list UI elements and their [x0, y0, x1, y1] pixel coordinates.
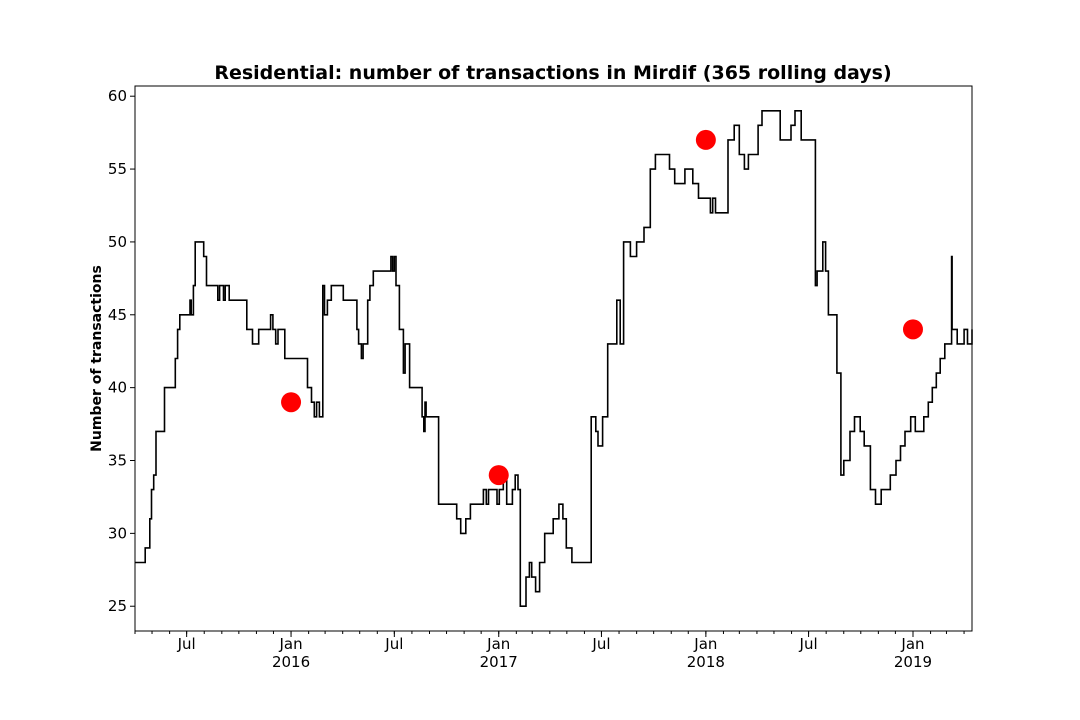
highlight-point	[281, 392, 302, 413]
x-tick-label: Jul	[591, 635, 610, 653]
x-tick-label: Jan	[278, 635, 302, 653]
y-tick-label: 35	[108, 452, 127, 470]
x-tick-label: Jul	[177, 635, 196, 653]
chart-title: Residential: number of transactions in M…	[214, 62, 891, 84]
x-tick-label: Jan	[900, 635, 924, 653]
highlight-point	[488, 465, 509, 486]
x-tick-label: Jan	[486, 635, 510, 653]
y-tick-label: 45	[108, 306, 127, 324]
x-tick-year-label: 2016	[272, 653, 310, 671]
highlight-point	[695, 129, 716, 150]
y-tick-label: 40	[108, 379, 127, 397]
series-line	[135, 110, 973, 607]
y-axis-label: Number of transactions	[89, 265, 105, 452]
plot-frame	[134, 85, 973, 632]
x-tick-label: Jul	[384, 635, 403, 653]
x-tick-label: Jul	[799, 635, 818, 653]
x-tick-year-label: 2019	[894, 653, 932, 671]
x-tick-year-label: 2018	[687, 653, 725, 671]
y-tick-label: 60	[108, 87, 127, 105]
plot-area	[135, 110, 973, 607]
y-tick-label: 25	[108, 597, 127, 615]
highlight-point	[902, 319, 923, 340]
y-tick-label: 55	[108, 160, 127, 178]
y-tick-label: 50	[108, 233, 127, 251]
y-tick-label: 30	[108, 524, 127, 542]
x-tick-year-label: 2017	[480, 653, 518, 671]
x-tick-label: Jan	[693, 635, 717, 653]
